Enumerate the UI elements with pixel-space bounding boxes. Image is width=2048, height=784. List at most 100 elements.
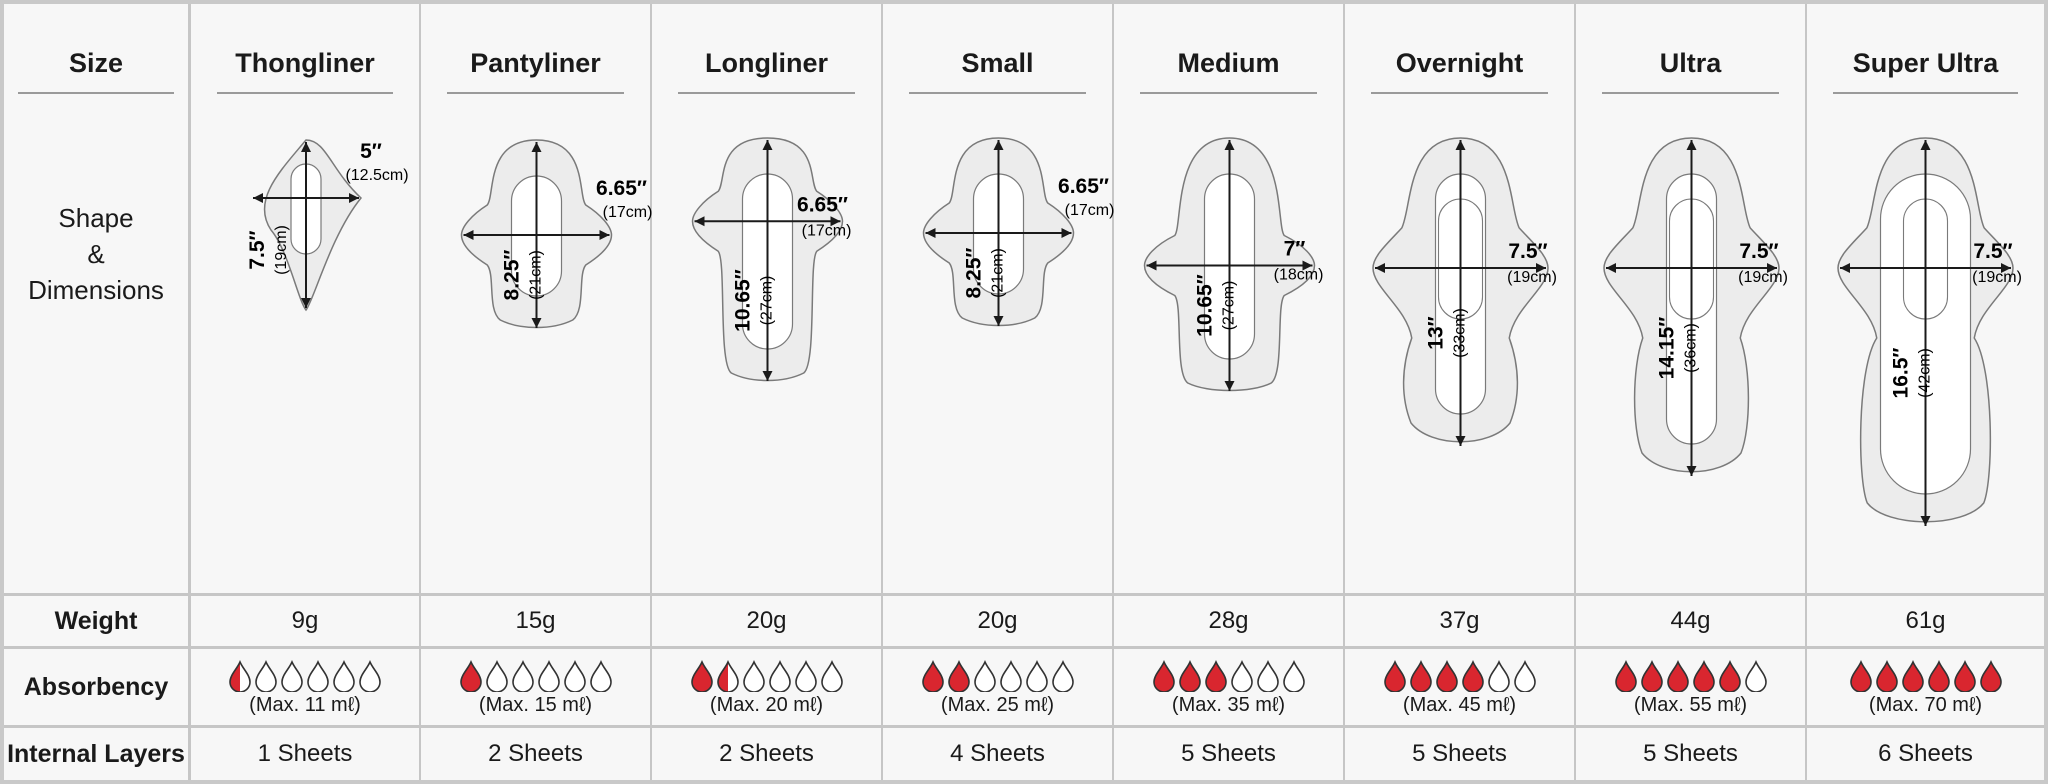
drop-rating <box>1614 659 1768 692</box>
drop-icon <box>999 659 1022 692</box>
weight-value: 20g <box>746 607 787 634</box>
max-absorbency: (Max. 55 mℓ) <box>1633 693 1748 716</box>
drop-icon <box>690 659 713 692</box>
width-cm: (19cm) <box>1972 269 2022 286</box>
shape-label-line1: Shape <box>58 203 134 233</box>
drop-icon <box>563 659 586 692</box>
length-cm: (36cm) <box>1683 323 1700 373</box>
length-inches: 13″ <box>1425 316 1448 349</box>
product-name: Super Ultra <box>1852 48 1999 78</box>
drop-icon <box>1614 659 1637 692</box>
product-column: Pantyliner 6.65″ (17cm) 8.25″ (21cm) 15g (Max.… <box>421 4 652 780</box>
drop-icon <box>1435 659 1458 692</box>
drop-icon <box>229 659 251 692</box>
internal-layers-value: 6 Sheets <box>1878 740 1973 767</box>
drop-icon <box>1875 659 1898 692</box>
length-cm: (27cm) <box>759 276 776 326</box>
length-inches: 10.65″ <box>1194 274 1217 337</box>
internal-layers-value: 2 Sheets <box>488 740 583 767</box>
absorbency-rating: (Max. 25 mℓ) <box>883 652 1112 724</box>
weight-value: 61g <box>1905 607 1946 634</box>
drop-icon <box>1718 659 1741 692</box>
length-inches: 8.25″ <box>963 248 986 299</box>
pad-shape-diagram: 6.65″ (17cm) 8.25″ (21cm) <box>922 137 1114 327</box>
divider-absorbency <box>4 646 2044 649</box>
drop-icon <box>1744 659 1767 692</box>
divider-layers <box>4 725 2044 728</box>
max-absorbency: (Max. 35 mℓ) <box>1171 693 1286 716</box>
drop-rating <box>1152 659 1306 692</box>
drop-rating <box>1383 659 1537 692</box>
drop-rating <box>459 659 613 692</box>
absorbency-rating: (Max. 15 mℓ) <box>421 652 650 724</box>
width-cm: (19cm) <box>1738 269 1788 286</box>
internal-layers-value: 2 Sheets <box>719 740 814 767</box>
drop-icon <box>333 659 355 692</box>
width-inches: 7″ <box>1284 238 1306 261</box>
drop-icon <box>1178 659 1201 692</box>
weight-value: 9g <box>291 607 319 634</box>
drop-icon <box>1953 659 1976 692</box>
product-column: Longliner 6.65″ (17cm) 10.65″ (27cm) 20g (Max.… <box>652 4 883 780</box>
drop-icon <box>1487 659 1510 692</box>
pad-shape-diagram: 7.5″ (19cm) 14.15″ (36cm) <box>1603 137 1788 476</box>
product-name: Ultra <box>1659 48 1722 78</box>
drop-icon <box>1461 659 1484 692</box>
drop-icon <box>1640 659 1663 692</box>
drop-icon <box>537 659 560 692</box>
product-name: Medium <box>1177 48 1280 78</box>
width-inches: 6.65″ <box>797 193 848 216</box>
drop-icon <box>459 659 482 692</box>
drop-icon <box>255 659 277 692</box>
drop-icon <box>485 659 508 692</box>
internal-layers-value: 4 Sheets <box>950 740 1045 767</box>
absorbency-rating: (Max. 20 mℓ) <box>652 652 881 724</box>
product-column: Overnight 7.5″ (19cm) 13″ (33cm) 37g (Max. 45 … <box>1345 4 1576 780</box>
drop-icon <box>794 659 817 692</box>
width-cm: (17cm) <box>603 204 652 221</box>
drop-icon <box>768 659 791 692</box>
width-inches: 6.65″ <box>596 177 647 200</box>
drop-icon <box>1152 659 1175 692</box>
pad-shape-diagram: 7.5″ (19cm) 16.5″ (42cm) <box>1837 137 2022 526</box>
drop-icon <box>1901 659 1924 692</box>
drop-icon <box>1256 659 1279 692</box>
drop-icon <box>820 659 843 692</box>
header-rule <box>1371 92 1548 94</box>
length-inches: 7.5″ <box>246 230 269 269</box>
width-cm: (12.5cm) <box>345 167 408 184</box>
drop-icon <box>1849 659 1872 692</box>
weight-value: 37g <box>1439 607 1480 634</box>
width-inches: 5″ <box>360 140 382 163</box>
drop-icon <box>1513 659 1536 692</box>
internal-layers-value: 5 Sheets <box>1181 740 1276 767</box>
shape-label-line3: Dimensions <box>28 275 164 305</box>
drop-icon <box>1692 659 1715 692</box>
drop-icon <box>742 659 765 692</box>
drop-icon <box>716 659 739 692</box>
drop-icon <box>307 659 329 692</box>
length-cm: (42cm) <box>1917 348 1934 398</box>
length-cm: (21cm) <box>990 248 1007 298</box>
absorbency-rating: (Max. 11 mℓ) <box>191 652 419 724</box>
drop-icon <box>1025 659 1048 692</box>
drop-icon <box>1927 659 1950 692</box>
length-cm: (19cm) <box>273 225 290 275</box>
drop-icon <box>1409 659 1432 692</box>
absorbency-rating: (Max. 70 mℓ) <box>1807 652 2044 724</box>
product-name: Longliner <box>705 48 828 78</box>
pad-shape-diagram: 6.65″ (17cm) 8.25″ (21cm) <box>460 139 652 329</box>
drop-icon <box>359 659 381 692</box>
product-name: Thongliner <box>235 48 375 78</box>
drop-icon <box>1383 659 1406 692</box>
product-column: Small 6.65″ (17cm) 8.25″ (21cm) 20g (Max. 25 m… <box>883 4 1114 780</box>
weight-value: 44g <box>1670 607 1711 634</box>
product-column: Medium 7″ (18cm) 10.65″ (27cm) 28g (Max. 35 mℓ… <box>1114 4 1345 780</box>
product-name: Pantyliner <box>470 48 601 78</box>
max-absorbency: (Max. 45 mℓ) <box>1402 693 1517 716</box>
width-inches: 6.65″ <box>1058 175 1109 198</box>
length-cm: (33cm) <box>1452 308 1469 358</box>
drop-rating <box>1849 659 2003 692</box>
length-inches: 8.25″ <box>501 250 524 301</box>
drop-icon <box>1051 659 1074 692</box>
